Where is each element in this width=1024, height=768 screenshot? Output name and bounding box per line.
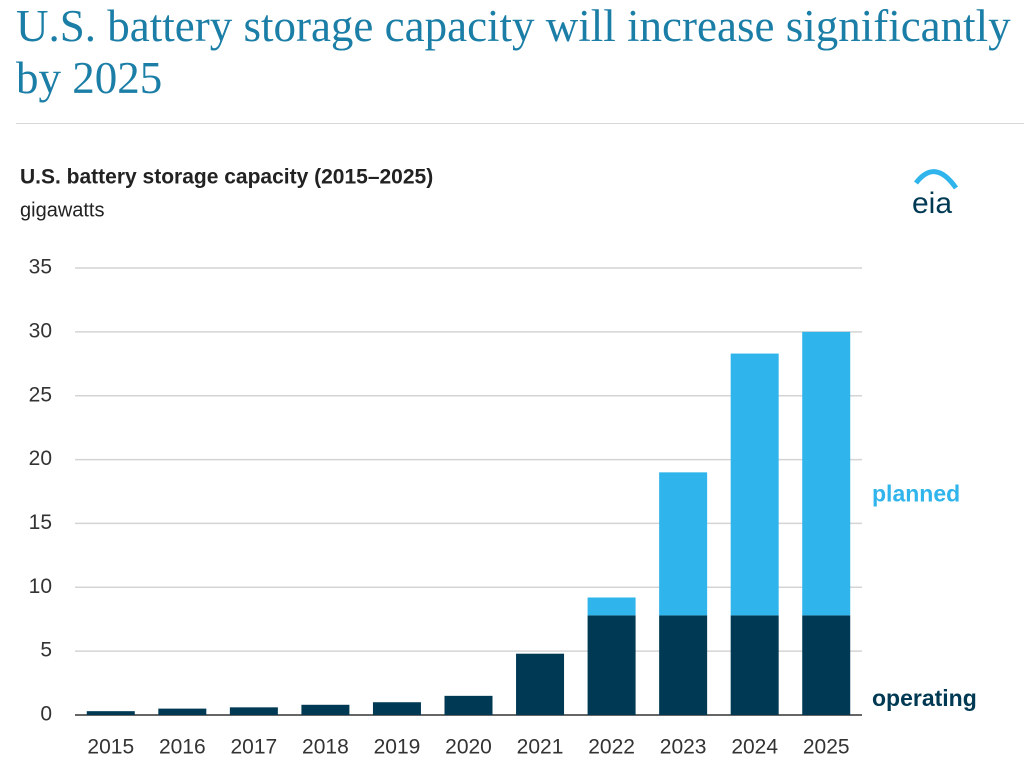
bar-segment bbox=[301, 704, 350, 715]
bar-segment bbox=[802, 331, 851, 616]
y-tick-label: 20 bbox=[29, 447, 52, 470]
y-tick-label: 5 bbox=[40, 639, 52, 662]
x-tick-label: 2022 bbox=[588, 736, 635, 759]
series-label: operating bbox=[872, 685, 977, 711]
x-tick-label: 2016 bbox=[159, 736, 206, 759]
bar-segment bbox=[587, 615, 636, 715]
series-label: planned bbox=[872, 480, 960, 506]
bar-segment bbox=[730, 353, 779, 616]
x-tick-label: 2024 bbox=[731, 736, 778, 759]
bar-segment bbox=[444, 695, 493, 715]
chart-title: U.S. battery storage capacity (2015–2025… bbox=[20, 166, 433, 189]
y-tick-label: 30 bbox=[29, 319, 52, 342]
x-tick-label: 2015 bbox=[87, 736, 134, 759]
bar-segment bbox=[659, 472, 708, 616]
logo: eia bbox=[912, 187, 952, 220]
bar-segment bbox=[158, 708, 207, 715]
x-tick-label: 2021 bbox=[517, 736, 564, 759]
x-tick-label: 2025 bbox=[803, 736, 850, 759]
bar-segment bbox=[587, 597, 636, 616]
y-tick-label: 15 bbox=[29, 511, 52, 534]
x-tick-label: 2017 bbox=[231, 736, 278, 759]
logo-arc bbox=[914, 169, 959, 190]
divider bbox=[16, 123, 1024, 124]
x-tick-label: 2020 bbox=[445, 736, 492, 759]
bar-segment bbox=[372, 702, 421, 715]
bar-segment bbox=[86, 711, 135, 715]
bar-segment bbox=[659, 615, 708, 715]
headline: U.S. battery storage capacity will incre… bbox=[16, 1, 1011, 103]
x-tick-label: 2018 bbox=[302, 736, 349, 759]
x-tick-label: 2023 bbox=[660, 736, 707, 759]
bar-segment bbox=[229, 707, 278, 715]
bar-segment bbox=[802, 615, 851, 715]
y-tick-label: 10 bbox=[29, 575, 52, 598]
bar-segment bbox=[516, 653, 565, 715]
x-tick-label: 2019 bbox=[374, 736, 421, 759]
chart-subtitle: gigawatts bbox=[20, 199, 105, 221]
y-tick-label: 35 bbox=[29, 256, 52, 279]
y-tick-label: 25 bbox=[29, 383, 52, 406]
y-tick-label: 0 bbox=[40, 703, 52, 726]
bar-segment bbox=[730, 615, 779, 715]
